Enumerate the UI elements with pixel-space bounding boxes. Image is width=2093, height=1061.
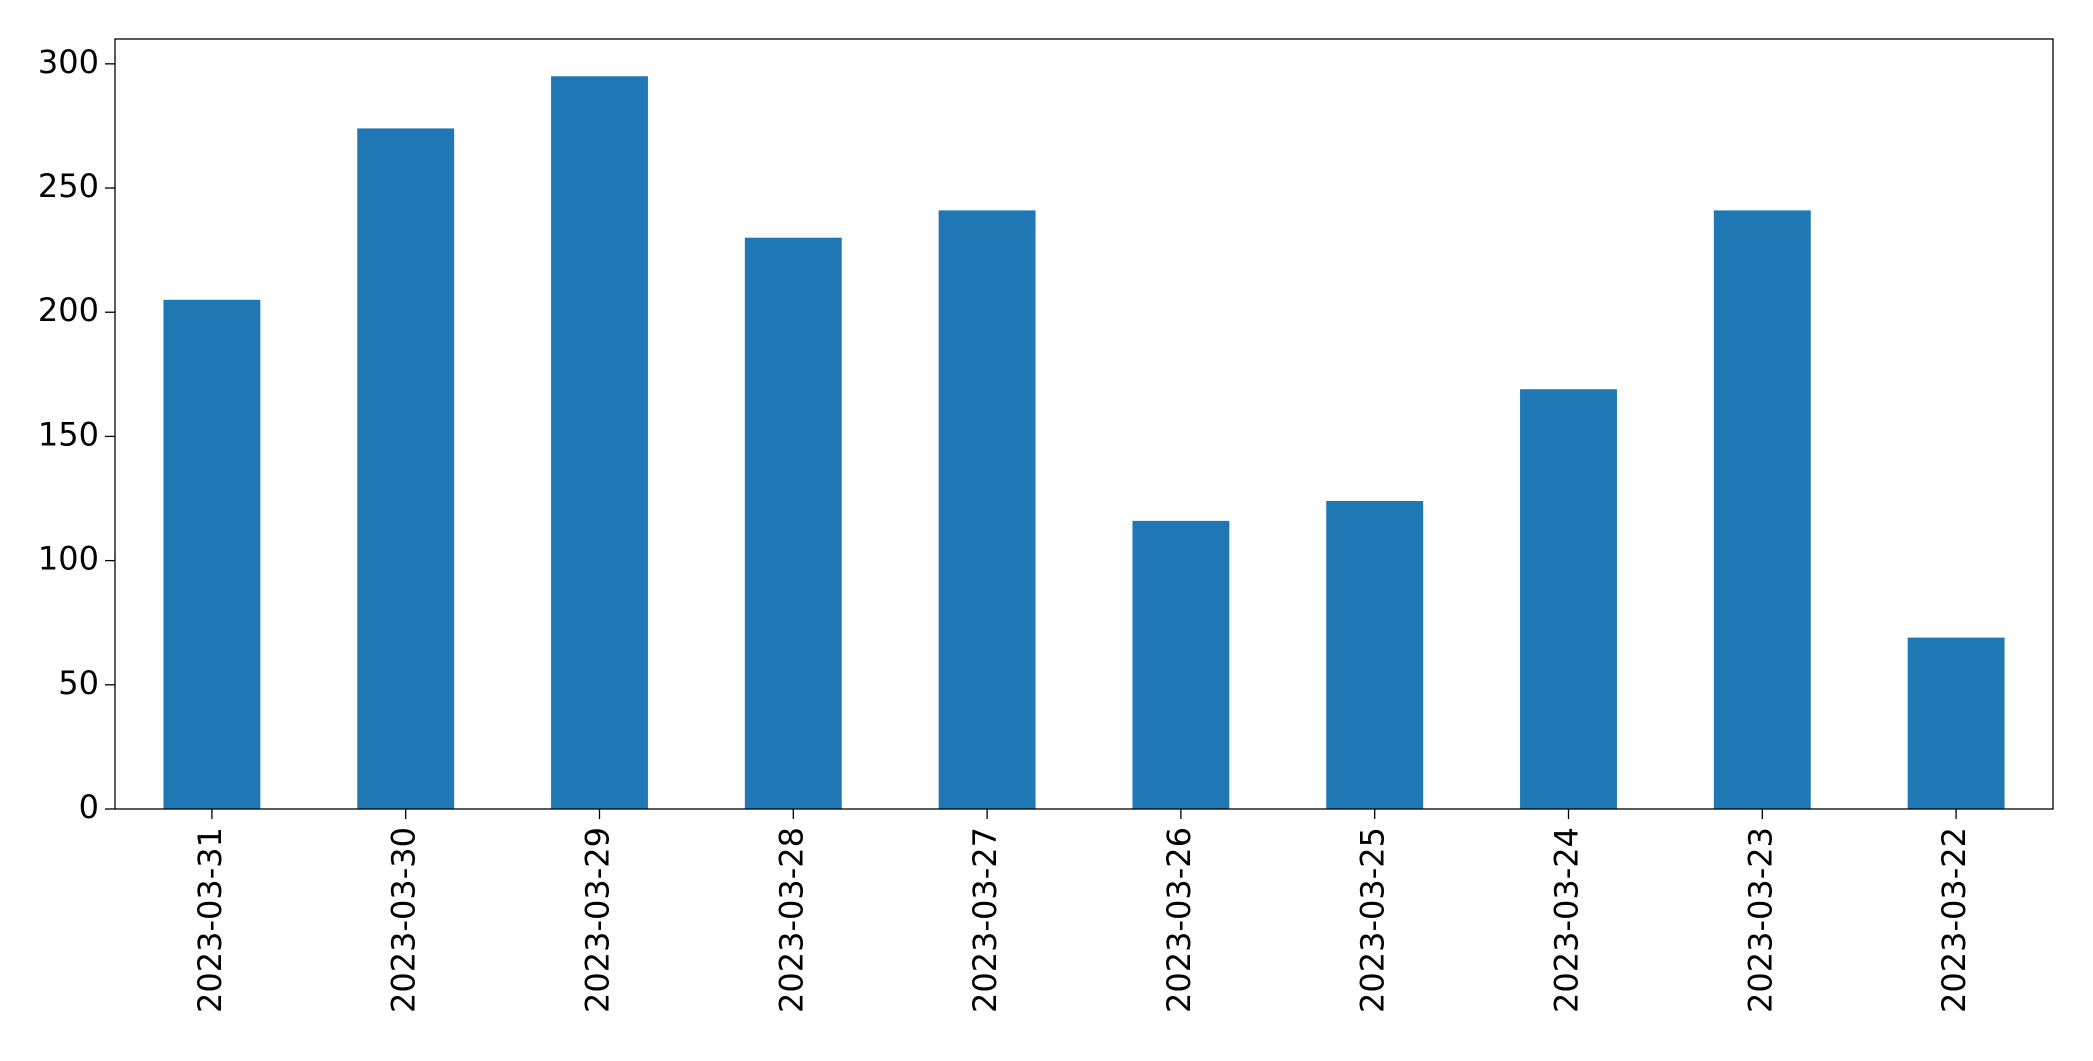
x-tick-label: 2023-03-27: [966, 827, 1004, 1013]
x-tick-label: 2023-03-26: [1160, 827, 1198, 1013]
bar: [1132, 520, 1230, 809]
y-tick-label: 150: [38, 415, 99, 453]
x-tick-label: 2023-03-22: [1935, 827, 1973, 1013]
y-tick-label: 250: [38, 167, 99, 205]
x-tick-label: 2023-03-28: [772, 827, 810, 1013]
y-tick-label: 50: [58, 664, 99, 702]
bar: [744, 237, 842, 810]
y-tick-label: 0: [79, 788, 99, 826]
x-tick-label: 2023-03-31: [191, 827, 229, 1013]
bar: [938, 210, 1036, 810]
bar: [1520, 389, 1617, 809]
bar: [357, 128, 455, 809]
y-tick-label: 100: [38, 540, 99, 578]
x-tick-label: 2023-03-25: [1354, 827, 1392, 1013]
x-tick-label: 2023-03-24: [1548, 827, 1586, 1013]
bar: [1326, 501, 1424, 809]
bar: [551, 76, 648, 810]
bar: [1907, 637, 2005, 809]
y-tick-label: 300: [38, 43, 99, 81]
x-tick-label: 2023-03-30: [385, 827, 423, 1013]
bar: [163, 299, 261, 809]
x-tick-label: 2023-03-29: [579, 827, 617, 1013]
bar: [1713, 210, 1811, 810]
y-tick-label: 200: [38, 291, 99, 329]
x-tick-label: 2023-03-23: [1741, 827, 1779, 1013]
axes-frame: [114, 38, 2054, 810]
